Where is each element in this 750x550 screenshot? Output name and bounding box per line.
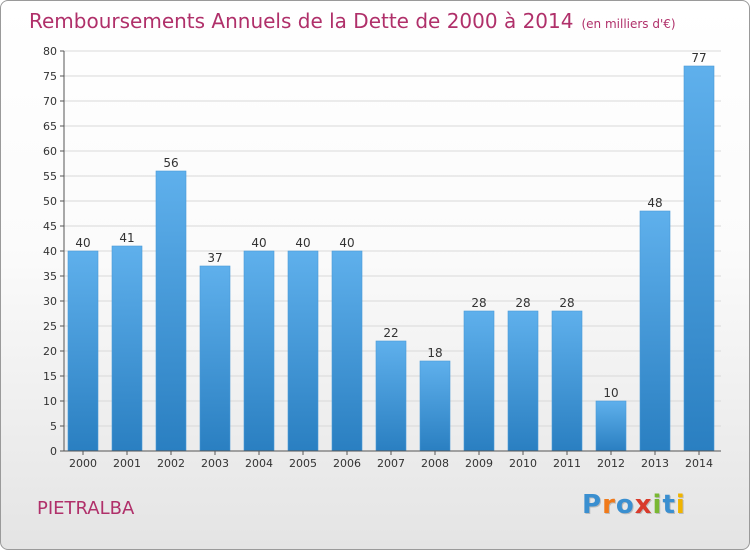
x-tick-label: 2008 — [421, 457, 449, 470]
x-tick-label: 2013 — [641, 457, 669, 470]
x-tick-label: 2003 — [201, 457, 229, 470]
bar-2002 — [155, 170, 187, 452]
bar-2008 — [419, 360, 451, 452]
logo-letter: o — [615, 490, 635, 520]
x-tick-label: 2014 — [685, 457, 713, 470]
y-tick-label: 40 — [43, 245, 57, 258]
bar-2007 — [375, 340, 407, 452]
data-label: 37 — [207, 251, 222, 265]
data-label: 28 — [471, 296, 486, 310]
y-tick-label: 50 — [43, 195, 57, 208]
y-tick-label: 25 — [43, 320, 57, 333]
data-label: 41 — [119, 231, 134, 245]
y-tick-label: 80 — [43, 45, 57, 58]
x-tick-label: 2002 — [157, 457, 185, 470]
bar-2013 — [639, 210, 671, 452]
x-tick-label: 2007 — [377, 457, 405, 470]
data-label: 48 — [647, 196, 662, 210]
bar-2009 — [463, 310, 495, 452]
x-tick-label: 2010 — [509, 457, 537, 470]
x-tick-label: 2000 — [69, 457, 97, 470]
x-tick-label: 2004 — [245, 457, 273, 470]
bar-2001 — [111, 245, 143, 452]
bar-2005 — [287, 250, 319, 452]
data-label: 28 — [515, 296, 530, 310]
proxiti-logo[interactable]: Proxiti — [582, 490, 686, 520]
data-label: 40 — [75, 236, 90, 250]
chart-subtitle: (en milliers d'€) — [581, 17, 676, 31]
y-tick-label: 45 — [43, 220, 57, 233]
x-tick-label: 2006 — [333, 457, 361, 470]
data-label: 77 — [691, 51, 706, 65]
x-tick-label: 2001 — [113, 457, 141, 470]
commune-name: PIETRALBA — [37, 498, 135, 519]
y-tick-label: 65 — [43, 120, 57, 133]
bar-2014 — [683, 65, 715, 452]
logo-letter: P — [582, 490, 603, 520]
x-tick-label: 2005 — [289, 457, 317, 470]
y-tick-label: 30 — [43, 295, 57, 308]
y-tick-label: 10 — [43, 395, 57, 408]
y-tick-label: 0 — [50, 445, 57, 458]
y-tick-label: 55 — [43, 170, 57, 183]
y-tick-label: 15 — [43, 370, 57, 383]
logo-letter: t — [662, 490, 676, 520]
bar-2011 — [551, 310, 583, 452]
y-tick-label: 60 — [43, 145, 57, 158]
logo-letter: x — [634, 490, 653, 520]
bar-2012 — [595, 400, 627, 452]
bar-2010 — [507, 310, 539, 452]
bar-2003 — [199, 265, 231, 452]
data-label: 18 — [427, 346, 442, 360]
x-tick-label: 2009 — [465, 457, 493, 470]
bar-2000 — [67, 250, 99, 452]
x-tick-label: 2011 — [553, 457, 581, 470]
y-tick-label: 20 — [43, 345, 57, 358]
y-tick-label: 70 — [43, 95, 57, 108]
data-label: 28 — [559, 296, 574, 310]
x-tick-label: 2012 — [597, 457, 625, 470]
data-label: 40 — [295, 236, 310, 250]
data-label: 56 — [163, 156, 178, 170]
data-label: 22 — [383, 326, 398, 340]
y-tick-label: 35 — [43, 270, 57, 283]
chart-title-text: Remboursements Annuels de la Dette de 20… — [29, 9, 574, 33]
bar-2004 — [243, 250, 275, 452]
y-tick-label: 75 — [43, 70, 57, 83]
data-label: 10 — [603, 386, 618, 400]
y-tick-label: 5 — [50, 420, 57, 433]
data-label: 40 — [339, 236, 354, 250]
logo-letter: i — [652, 490, 663, 520]
data-label: 40 — [251, 236, 266, 250]
chart-title: Remboursements Annuels de la Dette de 20… — [29, 9, 676, 33]
logo-letter: i — [675, 490, 686, 520]
logo-letter: r — [602, 490, 616, 520]
bar-2006 — [331, 250, 363, 452]
